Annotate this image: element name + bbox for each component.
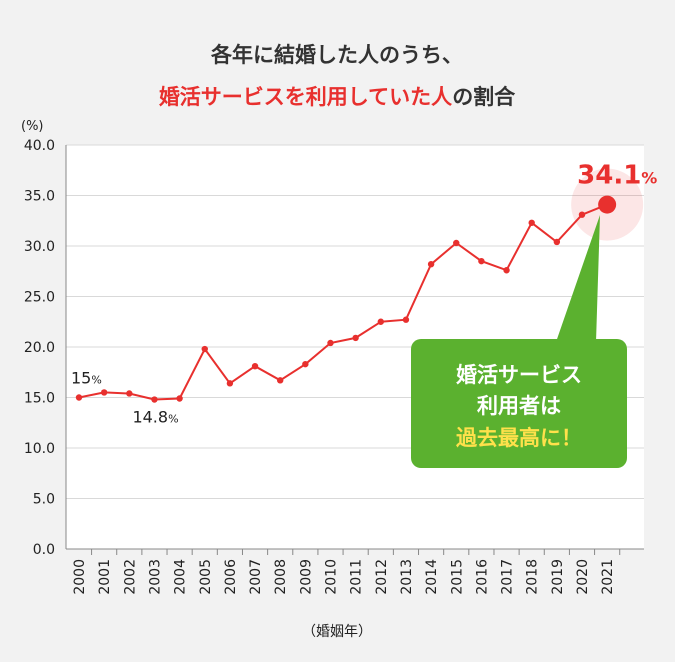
data-point — [201, 345, 208, 353]
x-tick-label: 2004 — [173, 559, 189, 595]
data-points — [75, 195, 617, 403]
data-point — [427, 260, 435, 268]
y-tick-label: 40.0 — [24, 138, 55, 154]
chart-title-line2: 婚活サービスを利用していた人の割合 — [159, 85, 516, 109]
x-tick-label: 2021 — [600, 559, 616, 595]
y-tick-label: 5.0 — [33, 492, 55, 508]
series-line — [78, 203, 608, 401]
y-tick-label: 35.0 — [24, 189, 55, 205]
chart-title-highlight: 婚活サービスを利用していた人 — [159, 85, 452, 109]
x-axis-label: （婚姻年） — [302, 624, 372, 640]
x-tick-label: 2002 — [122, 559, 138, 595]
data-point — [302, 360, 309, 368]
data-label: 14.8% — [132, 408, 178, 427]
x-tick-label: 2015 — [449, 559, 465, 595]
x-tick-label: 2008 — [273, 559, 289, 595]
y-tick-label: 10.0 — [24, 441, 55, 457]
x-tick-label: 2000 — [72, 559, 88, 595]
y-tick-label: 20.0 — [24, 340, 55, 356]
callout-line3: 過去最高に！ — [456, 426, 582, 450]
data-point — [151, 396, 158, 403]
x-tick-label: 2001 — [97, 559, 113, 595]
data-label: 34.1% — [577, 161, 657, 191]
data-point — [503, 267, 510, 274]
data-point — [75, 394, 83, 401]
x-tick-label: 2006 — [223, 559, 239, 595]
y-tick-label: 0.0 — [33, 542, 55, 558]
data-point — [277, 377, 284, 384]
callout-pointer — [556, 215, 600, 342]
data-label: 15% — [71, 369, 102, 388]
data-point — [377, 318, 384, 325]
callout-line1: 婚活サービス — [456, 363, 582, 387]
data-point — [402, 316, 410, 323]
y-tick-label: 25.0 — [24, 290, 55, 306]
data-annotations: 15% 14.8% 34.1% — [71, 161, 657, 427]
data-point — [453, 239, 460, 247]
y-axis-ticks: 0.0 5.0 10.0 15.0 20.0 25.0 30.0 35.0 40.0 — [24, 138, 55, 558]
y-unit-label: (%) — [21, 119, 44, 134]
data-point — [578, 211, 586, 218]
data-point — [226, 380, 234, 387]
data-point — [478, 257, 485, 265]
callout-line2: 利用者は — [477, 394, 561, 418]
x-tick-label: 2016 — [474, 559, 490, 595]
data-point — [327, 339, 334, 347]
x-tick-label: 2007 — [248, 559, 264, 595]
x-tick-label: 2005 — [198, 559, 214, 595]
callout-box — [411, 339, 627, 468]
data-point — [251, 362, 259, 370]
x-tick-label: 2020 — [575, 559, 591, 595]
data-point — [553, 238, 561, 246]
data-point — [100, 389, 108, 396]
x-tick-label: 2013 — [399, 559, 415, 595]
data-point — [126, 390, 133, 397]
data-point — [176, 395, 183, 402]
x-tick-label: 2011 — [349, 559, 365, 595]
x-tick-label: 2003 — [147, 559, 163, 595]
chart-title-suffix: の割合 — [452, 85, 516, 109]
x-tick-label: 2017 — [500, 559, 516, 595]
x-tick-label: 2019 — [550, 559, 566, 595]
x-tick-label: 2018 — [525, 559, 541, 595]
x-tick-label: 2014 — [424, 559, 440, 595]
data-point-highlight — [598, 195, 617, 214]
data-point — [352, 334, 359, 342]
data-point — [528, 219, 535, 226]
x-axis-ticks: 2000 2001 2002 2003 2004 2005 2006 2007 2008 2009… — [72, 549, 621, 595]
y-tick-label: 30.0 — [24, 239, 55, 255]
grid — [65, 144, 644, 550]
x-tick-label: 2010 — [324, 559, 340, 595]
y-tick-label: 15.0 — [24, 391, 55, 407]
chart-title-line1: 各年に結婚した人のうち、 — [210, 43, 463, 67]
x-tick-label: 2009 — [298, 559, 314, 595]
x-tick-label: 2012 — [374, 559, 390, 595]
callout: 婚活サービス 利用者は 過去最高に！ — [411, 215, 627, 468]
